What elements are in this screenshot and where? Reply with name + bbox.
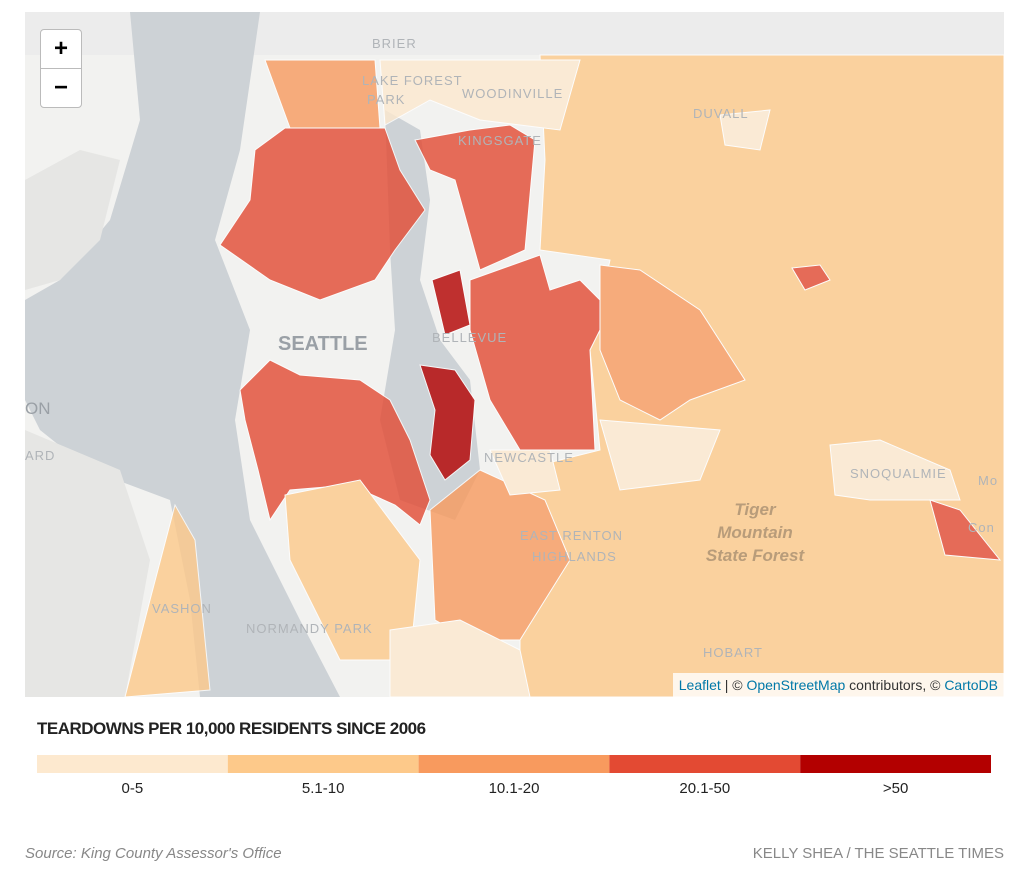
legend: 0-5 5.1-10 10.1-20 20.1-50 >50 bbox=[37, 755, 991, 797]
map-label: VASHON bbox=[152, 601, 212, 616]
region bbox=[929, 499, 1002, 561]
map-label: Mo bbox=[978, 473, 998, 488]
legend-swatch bbox=[418, 755, 610, 773]
map-label: DUVALL bbox=[693, 106, 749, 121]
map-label: NORMANDY PARK bbox=[246, 621, 373, 636]
legend-title: TEARDOWNS PER 10,000 RESIDENTS SINCE 200… bbox=[37, 719, 426, 738]
legend-swatch bbox=[800, 755, 991, 773]
attribution: Leaflet | © OpenStreetMap contributors, … bbox=[672, 673, 1004, 697]
map-canvas: BRIER LAKE FOREST PARK WOODINVILLE DUVAL… bbox=[25, 12, 1004, 697]
legend-label: 10.1-20 bbox=[489, 780, 540, 797]
land-kitsap bbox=[25, 150, 120, 290]
zoom-out[interactable]: − bbox=[40, 68, 82, 108]
legend-swatch bbox=[609, 755, 801, 773]
region bbox=[719, 109, 771, 151]
region bbox=[419, 364, 476, 481]
source: Source: King County Assessor's Office bbox=[25, 845, 282, 862]
legend-label: 5.1-10 bbox=[302, 780, 345, 797]
legend-swatch bbox=[227, 755, 419, 773]
land-kitsap-south bbox=[25, 430, 150, 697]
map-label: HOBART bbox=[703, 645, 763, 660]
legend-label: >50 bbox=[883, 780, 908, 797]
text: contributors, © bbox=[849, 677, 941, 693]
map-label: ON bbox=[25, 399, 51, 418]
link[interactable]: CartoDB bbox=[944, 677, 998, 693]
region bbox=[489, 449, 561, 496]
region bbox=[379, 59, 581, 131]
legend-label: 20.1-50 bbox=[679, 780, 730, 797]
legend-swatch bbox=[37, 755, 228, 773]
map-label: Tiger bbox=[734, 500, 777, 519]
region bbox=[829, 439, 961, 501]
map-label: KINGSGATE bbox=[458, 133, 542, 148]
map-label: HIGHLANDS bbox=[532, 549, 617, 564]
region bbox=[124, 503, 211, 697]
map-label: LAKE FOREST bbox=[362, 73, 463, 88]
region bbox=[389, 619, 531, 697]
region bbox=[791, 264, 831, 291]
region bbox=[599, 419, 721, 491]
region bbox=[599, 264, 746, 421]
map-label: SEATTLE bbox=[278, 333, 368, 355]
text: | © bbox=[724, 677, 743, 693]
map-label: EAST RENTON bbox=[520, 528, 623, 543]
link[interactable]: OpenStreetMap bbox=[746, 677, 846, 693]
link[interactable]: Leaflet bbox=[678, 677, 721, 693]
region bbox=[469, 254, 611, 451]
zoom-in[interactable]: + bbox=[40, 29, 82, 69]
water-sound bbox=[25, 12, 340, 697]
map-label: PARK bbox=[367, 92, 405, 107]
map-label: ARD bbox=[25, 448, 55, 463]
map-label: WOODINVILLE bbox=[462, 86, 563, 101]
map-label: SNOQUALMIE bbox=[850, 466, 947, 481]
map-label: BELLEVUE bbox=[432, 330, 507, 345]
map-label: Con bbox=[968, 520, 995, 535]
legend-label: 0-5 bbox=[122, 780, 144, 797]
region bbox=[239, 359, 431, 526]
map-label: NEWCASTLE bbox=[484, 450, 574, 465]
region bbox=[519, 54, 1004, 697]
credit: KELLY SHEA / THE SEATTLE TIMES bbox=[752, 845, 1004, 862]
map-label: BRIER bbox=[372, 36, 417, 51]
region bbox=[414, 124, 536, 271]
map-label: State Forest bbox=[706, 546, 806, 565]
region bbox=[219, 127, 426, 301]
region bbox=[431, 269, 471, 336]
map-label: Mountain bbox=[717, 523, 793, 542]
map[interactable]: BRIER LAKE FOREST PARK WOODINVILLE DUVAL… bbox=[25, 12, 1004, 697]
